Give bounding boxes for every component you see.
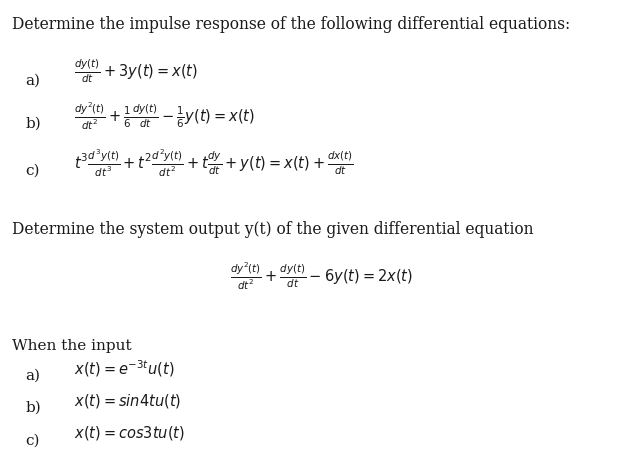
Text: b): b) [26,116,42,130]
Text: $t^3\frac{d^3y(t)}{dt^3} + t^2\frac{d^2y(t)}{dt^2} + t\frac{dy}{dt} + y(t) = x(t: $t^3\frac{d^3y(t)}{dt^3} + t^2\frac{d^2y… [74,148,354,179]
Text: b): b) [26,401,42,415]
Text: c): c) [26,433,40,447]
Text: a): a) [26,74,40,88]
Text: $x(t) = sin4tu(t)$: $x(t) = sin4tu(t)$ [74,392,181,410]
Text: a): a) [26,369,40,383]
Text: Determine the system output y(t) of the given differential equation: Determine the system output y(t) of the … [12,221,533,238]
Text: $x(t) = cos3tu(t)$: $x(t) = cos3tu(t)$ [74,424,185,443]
Text: c): c) [26,164,40,177]
Text: Determine the impulse response of the following differential equations:: Determine the impulse response of the fo… [12,16,570,33]
Text: $x(t) = e^{-3t}u(t)$: $x(t) = e^{-3t}u(t)$ [74,359,175,379]
Text: $\frac{dy^2(t)}{dt^2} + \frac{1}{6}\frac{dy(t)}{dt} - \frac{1}{6}y(t) = x(t)$: $\frac{dy^2(t)}{dt^2} + \frac{1}{6}\frac… [74,100,255,132]
Text: When the input: When the input [12,339,131,353]
Text: $\frac{dy^2(t)}{dt^2} + \frac{dy(t)}{dt} - 6y(t) = 2x(t)$: $\frac{dy^2(t)}{dt^2} + \frac{dy(t)}{dt}… [230,261,412,292]
Text: $\frac{dy(t)}{dt} + 3y(t) = x(t)$: $\frac{dy(t)}{dt} + 3y(t) = x(t)$ [74,58,198,85]
